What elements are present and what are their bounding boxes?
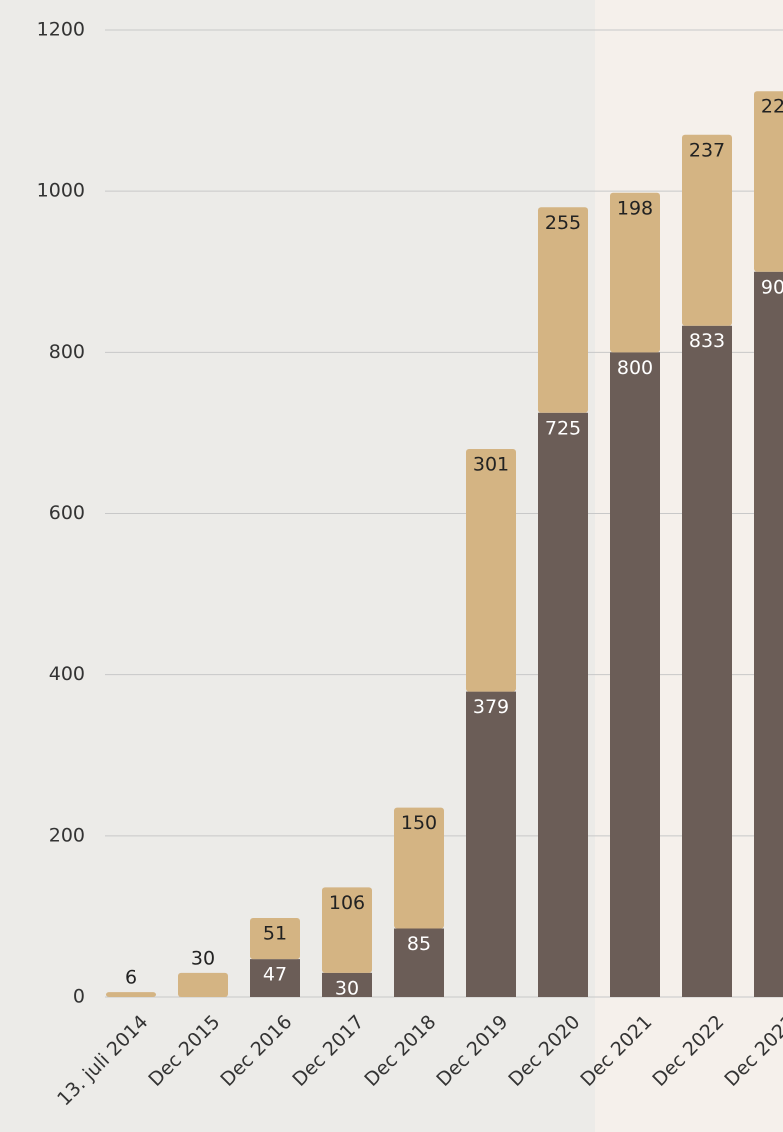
data-label: 800	[617, 357, 653, 379]
bar-segment	[178, 972, 228, 997]
bar-segment	[322, 972, 372, 997]
data-label: 30	[335, 977, 359, 999]
bar-segment	[754, 91, 783, 272]
data-label: 725	[545, 417, 581, 439]
data-label: 6	[125, 967, 137, 989]
bar-segment	[106, 992, 156, 997]
bar-segment	[466, 691, 516, 997]
y-tick-label: 1200	[37, 19, 85, 41]
y-tick-label: 200	[49, 824, 85, 846]
data-label: 301	[473, 454, 509, 476]
y-tick-label: 400	[49, 663, 85, 685]
bar-segment	[610, 352, 660, 997]
data-label: 237	[689, 139, 725, 161]
data-label: 833	[689, 330, 725, 352]
data-label: 224	[761, 96, 783, 118]
bar-segment	[682, 325, 732, 997]
y-tick-label: 600	[49, 502, 85, 524]
bar-segment	[754, 271, 783, 997]
bar-segment	[538, 412, 588, 997]
data-label: 150	[401, 812, 437, 834]
bar-segment	[250, 918, 300, 960]
bar-segment	[322, 887, 372, 973]
data-label: 900	[761, 276, 783, 298]
y-tick-label: 1000	[37, 180, 85, 202]
data-label: 379	[473, 696, 509, 718]
data-label: 198	[617, 197, 653, 219]
bar-segment	[466, 449, 516, 692]
data-label: 106	[329, 892, 365, 914]
bar-segment	[610, 192, 660, 353]
bar-segment	[250, 959, 300, 997]
bar-segment	[394, 928, 444, 997]
data-label: 47	[263, 964, 287, 986]
data-label: 51	[263, 923, 287, 945]
bar-segment	[538, 207, 588, 413]
bar-segment	[682, 134, 732, 326]
data-label: 255	[545, 212, 581, 234]
data-label: 85	[407, 933, 431, 955]
y-tick-label: 0	[73, 986, 85, 1008]
y-tick-label: 800	[49, 341, 85, 363]
bar-segment	[394, 807, 444, 929]
data-label: 30	[191, 947, 215, 969]
